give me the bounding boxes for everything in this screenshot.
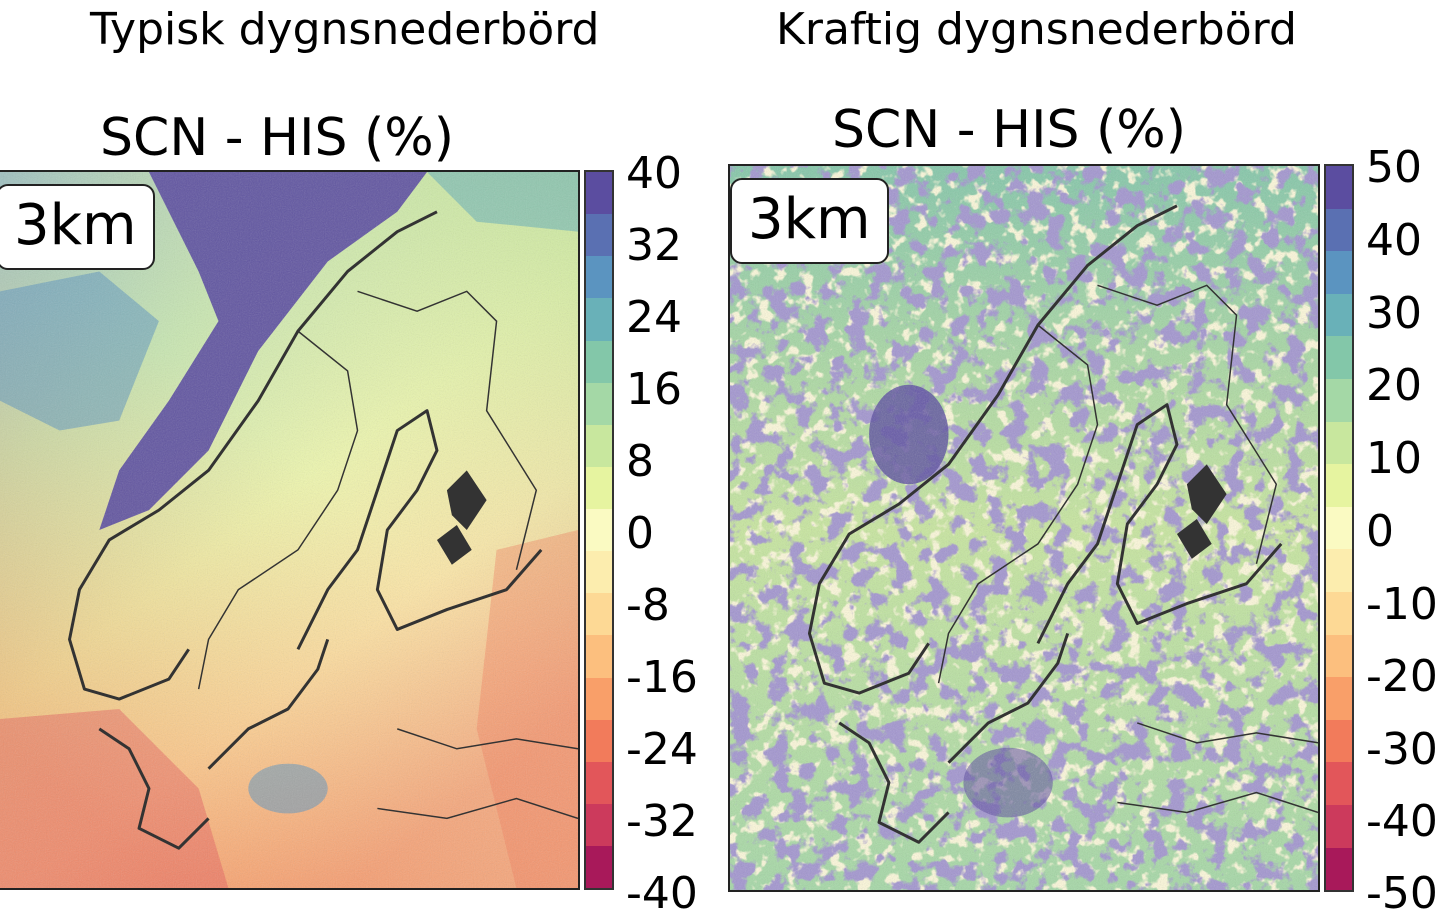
map-title-right: SCN - HIS (%) bbox=[832, 100, 1186, 160]
colorbar-band bbox=[586, 846, 612, 889]
colorbar-band bbox=[586, 635, 612, 678]
colorbar-tick: -10 bbox=[1366, 579, 1438, 630]
colorbar-band bbox=[1326, 719, 1352, 763]
colorbar-band bbox=[1326, 336, 1352, 379]
colorbar-band bbox=[1326, 378, 1352, 422]
resolution-badge-left: 3km bbox=[0, 184, 155, 270]
colorbar-band bbox=[1326, 847, 1352, 891]
panel-heading-right: Kraftig dygnsnederbörd bbox=[776, 4, 1297, 55]
colorbar-tick: -8 bbox=[626, 580, 670, 631]
colorbar-band bbox=[586, 214, 612, 257]
colorbar-tick: 30 bbox=[1366, 288, 1422, 339]
colorbar-band bbox=[586, 593, 612, 636]
colorbar-tick: 32 bbox=[626, 220, 682, 271]
colorbar-band bbox=[586, 466, 612, 509]
colorbar-tick: 10 bbox=[1366, 433, 1422, 484]
colorbar-tick: 20 bbox=[1366, 360, 1422, 411]
map-left bbox=[0, 170, 580, 890]
colorbar-band bbox=[1326, 762, 1352, 805]
resolution-badge-right: 3km bbox=[730, 178, 889, 264]
colorbar-band bbox=[1326, 804, 1352, 848]
colorbar-tick: 0 bbox=[626, 508, 654, 559]
map-right bbox=[728, 164, 1320, 892]
colorbar-tick: -24 bbox=[626, 724, 698, 775]
colorbar-tick: -20 bbox=[1366, 651, 1438, 702]
colorbar-tick: 16 bbox=[626, 364, 682, 415]
colorbar-tick: 40 bbox=[626, 148, 682, 199]
colorbar-band bbox=[1326, 677, 1352, 720]
colorbar-tick: -30 bbox=[1366, 724, 1438, 775]
colorbar-band bbox=[586, 761, 612, 804]
colorbar-tick: 40 bbox=[1366, 215, 1422, 266]
colorbar-band bbox=[1326, 506, 1352, 550]
colorbar-tick: -32 bbox=[626, 796, 698, 847]
colorbar-band bbox=[586, 256, 612, 299]
colorbar-right bbox=[1324, 164, 1354, 892]
colorbar-band bbox=[586, 677, 612, 720]
colorbar-tick: 8 bbox=[626, 436, 654, 487]
colorbar-tick: 0 bbox=[1366, 506, 1394, 557]
colorbar-tick: 50 bbox=[1366, 142, 1422, 193]
colorbar-tick: 24 bbox=[626, 292, 682, 343]
colorbar-band bbox=[1326, 464, 1352, 507]
colorbar-band bbox=[1326, 293, 1352, 337]
colorbar-tick: -50 bbox=[1366, 868, 1438, 919]
colorbar-band bbox=[1326, 549, 1352, 592]
colorbar-band bbox=[1326, 251, 1352, 294]
colorbar-band bbox=[586, 424, 612, 467]
colorbar-band bbox=[1326, 208, 1352, 252]
map-left-svg bbox=[0, 172, 578, 888]
colorbar-tick: -40 bbox=[626, 868, 698, 919]
colorbar-band bbox=[586, 719, 612, 762]
colorbar-band bbox=[1326, 591, 1352, 635]
colorbar-band bbox=[586, 551, 612, 594]
colorbar-tick: -16 bbox=[626, 652, 698, 703]
colorbar-band bbox=[586, 298, 612, 341]
colorbar-band bbox=[586, 803, 612, 846]
colorbar-band bbox=[586, 340, 612, 383]
colorbar-band bbox=[1326, 421, 1352, 465]
colorbar-tick: -40 bbox=[1366, 796, 1438, 847]
panel-heading-left: Typisk dygnsnederbörd bbox=[90, 4, 600, 55]
colorbar-band bbox=[1326, 166, 1352, 209]
colorbar-band bbox=[586, 382, 612, 425]
colorbar-band bbox=[1326, 634, 1352, 678]
map-right-svg bbox=[730, 166, 1318, 890]
map-title-left: SCN - HIS (%) bbox=[100, 108, 454, 168]
colorbar-band bbox=[586, 172, 612, 215]
colorbar-left bbox=[584, 170, 614, 890]
colorbar-band bbox=[586, 509, 612, 552]
